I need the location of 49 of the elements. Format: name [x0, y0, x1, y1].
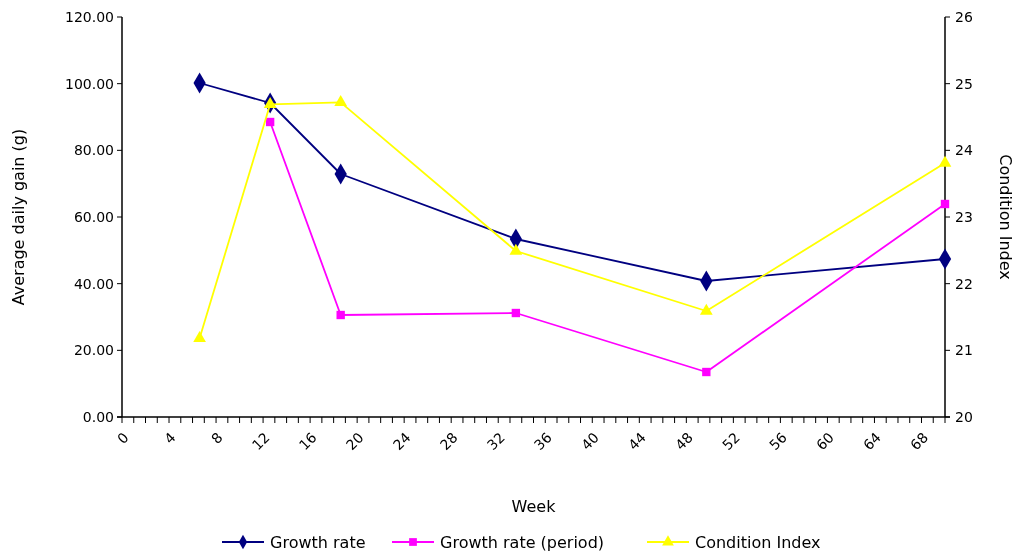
y-tick-label: 80.00 — [73, 142, 114, 159]
y-axis-title: Average daily gain (g) — [9, 128, 28, 306]
x-tick-label: 16 — [295, 429, 320, 454]
x-tick-label: 64 — [860, 429, 885, 454]
y2-tick-label: 22 — [955, 275, 973, 292]
y-tick-label: 20.00 — [73, 342, 114, 359]
y-tick-label: 40.00 — [73, 275, 114, 292]
x-tick-label: 36 — [530, 429, 555, 454]
point — [702, 367, 711, 377]
y2-tick-label: 20 — [955, 408, 973, 425]
x-tick-label: 28 — [436, 429, 461, 454]
x-tick-label: 0 — [113, 429, 132, 447]
point — [336, 310, 345, 320]
point — [265, 117, 275, 127]
y-tick-label: 120.00 — [65, 8, 114, 25]
y2-tick-label: 21 — [955, 342, 973, 359]
y2-tick-label: 25 — [955, 75, 973, 92]
x-tick-label: 4 — [160, 429, 179, 447]
x-tick-label: 68 — [907, 429, 932, 454]
point — [334, 94, 348, 106]
y2-tick-label: 24 — [955, 142, 973, 159]
legend-label: Condition Index — [695, 532, 821, 552]
y-tick-label: 60.00 — [73, 208, 114, 225]
legend-label: Growth rate (period) — [440, 532, 605, 552]
x-tick-label: 8 — [208, 429, 226, 447]
y2-axis-title: Condition Index — [996, 154, 1015, 280]
point — [263, 96, 277, 108]
x-tick-label: 44 — [624, 429, 649, 454]
point — [193, 330, 206, 342]
x-tick-label: 40 — [577, 429, 602, 454]
x-tick-label: 32 — [483, 429, 508, 454]
point — [940, 199, 950, 209]
x-axis-title: Week — [511, 497, 557, 516]
y2-tick-label: 23 — [955, 208, 973, 225]
x-tick-label: 52 — [719, 429, 743, 454]
point — [511, 308, 521, 318]
x-tick-label: 24 — [389, 429, 414, 454]
x-tick-label: 12 — [248, 429, 273, 454]
legend-label: Growth rate — [270, 532, 366, 552]
y-tick-label: 100.00 — [65, 75, 114, 92]
x-tick-label: 60 — [813, 429, 838, 454]
x-tick-label: 56 — [766, 429, 791, 454]
y-tick-label: 0.00 — [82, 408, 114, 425]
point — [699, 303, 713, 315]
point — [938, 155, 952, 167]
x-tick-label: 48 — [672, 429, 696, 454]
y2-tick-label: 26 — [955, 8, 973, 25]
point — [509, 243, 523, 255]
x-tick-label: 20 — [342, 429, 367, 454]
